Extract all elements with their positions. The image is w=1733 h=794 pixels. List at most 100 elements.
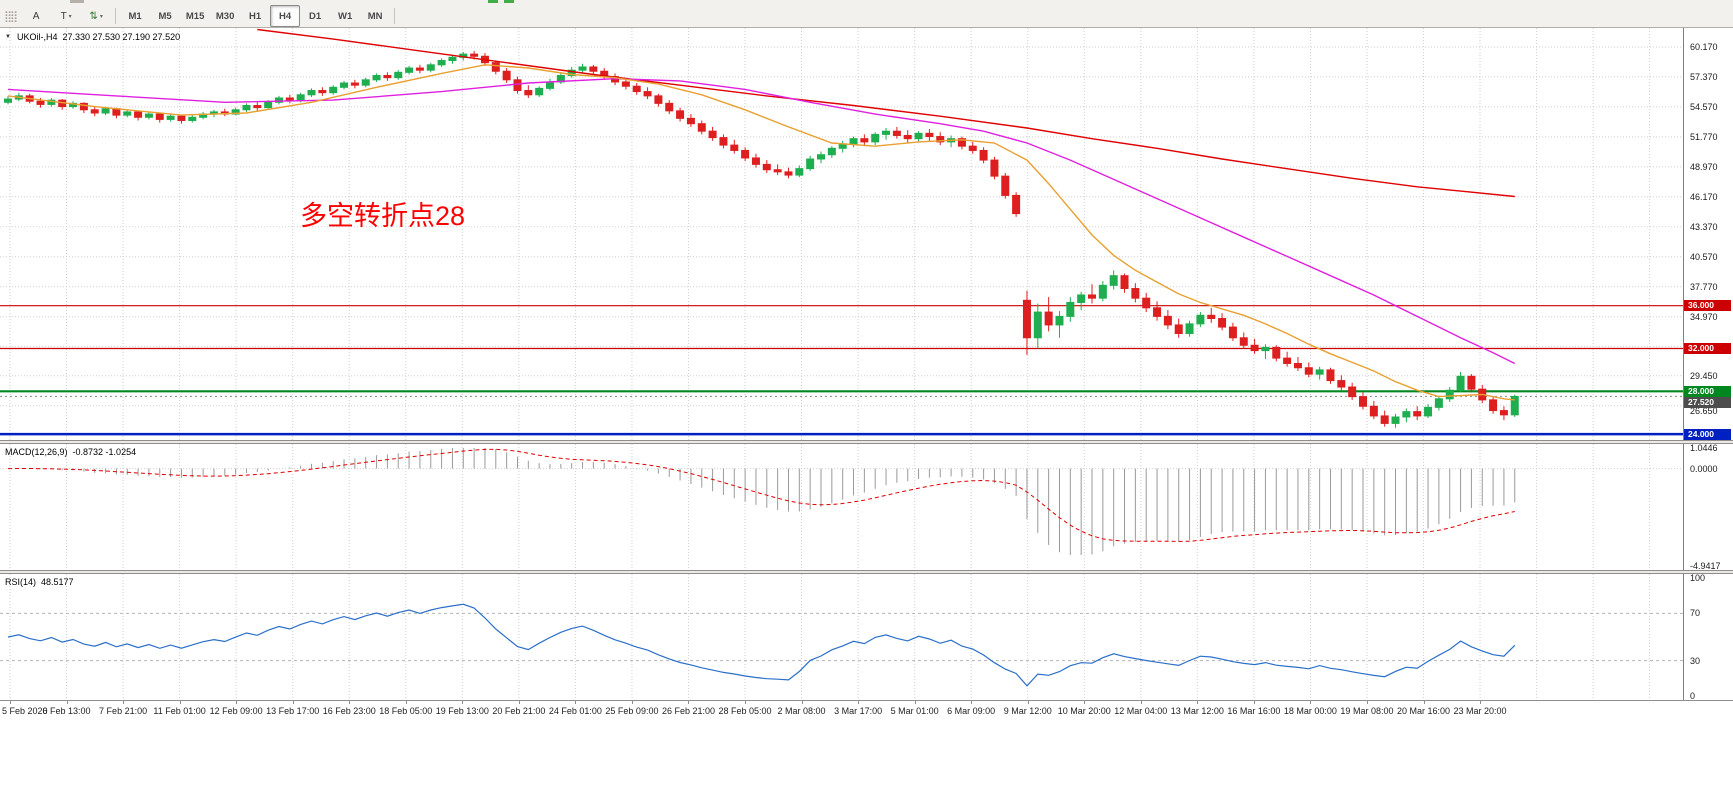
timeframe-m15[interactable]: M15 (185, 10, 205, 22)
text-label-tool[interactable]: A (21, 5, 51, 27)
time-axis-label: 7 Feb 21:00 (99, 706, 148, 716)
main-price-pane[interactable] (0, 28, 1683, 440)
pane-splitter-rsi[interactable] (0, 570, 1733, 574)
price-chart-canvas[interactable] (0, 28, 1683, 440)
rsi-axis-tick: 30 (1690, 655, 1701, 666)
time-axis-label: 5 Mar 01:00 (890, 706, 939, 716)
price-axis-tick: 48.970 (1690, 161, 1718, 172)
price-axis-tick: 37.770 (1690, 281, 1718, 292)
macd-header: MACD(12,26,9) -0.8732 -1.0254 (5, 447, 136, 457)
time-axis-label: 10 Mar 20:00 (1057, 706, 1111, 716)
time-axis-label: 26 Feb 21:00 (661, 706, 715, 716)
price-tag-36_000: 36.000 (1684, 300, 1731, 312)
price-tag-24_000: 24.000 (1684, 428, 1731, 440)
time-axis-tick (1423, 701, 1425, 704)
timeframe-h4[interactable]: H4 (270, 5, 301, 27)
time-axis-label: 5 Feb 2020 (2, 706, 48, 716)
toolbar: ⣿⣿ A T ▾ ⇅ ▾ M1 M5 M15 M30 H1 H4 D1 W1 MN (0, 0, 1733, 28)
cropped-icon-fragment (504, 0, 514, 3)
time-axis-label: 6 Mar 09:00 (947, 706, 996, 716)
timeframe-m5[interactable]: M5 (158, 10, 172, 22)
macd-axis-tick: 1.0446 (1690, 443, 1718, 453)
bottom-area (0, 719, 1733, 794)
time-axis-tick (405, 701, 407, 704)
time-axis-tick (575, 701, 577, 704)
rsi-axis-tick: 0 (1690, 691, 1696, 701)
time-axis-label: 11 Feb 01:00 (153, 706, 206, 716)
rsi-canvas[interactable] (0, 574, 1683, 700)
time-axis-tick (1253, 701, 1255, 704)
font-tool-icon: T (60, 10, 67, 22)
time-axis-label: 18 Feb 05:00 (379, 706, 433, 716)
arrow-objects-tool[interactable]: ⇅ ▾ (81, 5, 111, 27)
macd-axis-tick: -4.9417 (1690, 561, 1721, 571)
price-axis-tick: 51.770 (1690, 131, 1718, 142)
timeframe-m1[interactable]: M1 (128, 10, 142, 22)
rsi-header: RSI(14) 48.5177 (5, 577, 74, 587)
arrow-objects-tool-icon: ⇅ (89, 10, 98, 22)
time-axis-label: 19 Mar 08:00 (1340, 706, 1394, 716)
time-axis-tick (1140, 701, 1142, 704)
candles-layer (4, 50, 1519, 428)
cropped-icon-fragment (488, 0, 498, 3)
time-axis-tick (688, 701, 690, 704)
time-axis-label: 23 Mar 20:00 (1453, 706, 1507, 716)
time-axis-label: 28 Feb 05:00 (718, 706, 772, 716)
price-axis-tick: 57.370 (1690, 71, 1718, 82)
timeframe-d1[interactable]: D1 (309, 10, 322, 22)
rsi-axis-tick: 100 (1690, 573, 1706, 583)
chart-ohlc-header: ▼ UKOil-,H4 27.330 27.530 27.190 27.520 (5, 32, 180, 42)
timeframe-h1[interactable]: H1 (249, 10, 262, 22)
timeframe-mn[interactable]: MN (367, 10, 383, 22)
time-axis-tick (462, 701, 464, 704)
symbol-label: UKOil-,H4 (16, 32, 58, 42)
toolbar-drag-handle[interactable]: ⣿⣿ (4, 10, 18, 23)
price-axis-tick: 54.570 (1690, 101, 1718, 112)
rsi-axis-tick: 70 (1690, 608, 1701, 619)
macd-histogram-layer (18, 448, 1516, 556)
rsi-line (7, 603, 1516, 687)
pane-splitter-macd[interactable] (0, 440, 1733, 444)
time-axis-tick (1310, 701, 1312, 704)
time-axis-label: 2 Mar 08:00 (777, 706, 826, 716)
time-axis-tick (349, 701, 351, 704)
font-tool[interactable]: T ▾ (51, 5, 81, 27)
time-axis-label: 19 Feb 13:00 (435, 706, 489, 716)
time-axis-label: 20 Mar 16:00 (1396, 706, 1451, 716)
time-axis-tick (292, 701, 294, 704)
macd-pane[interactable] (0, 444, 1683, 570)
level-lines-layer (0, 305, 1683, 436)
collapse-icon[interactable]: ▼ (5, 34, 11, 40)
price-tag-27_520: 27.520 (1684, 397, 1731, 409)
time-axis-tick (745, 701, 747, 704)
time-axis-label: 24 Feb 01:00 (548, 706, 602, 716)
time-axis-label: 16 Mar 16:00 (1227, 706, 1281, 716)
rsi-pane[interactable] (0, 574, 1683, 700)
time-axis-tick (971, 701, 973, 704)
time-axis-label: 13 Mar 12:00 (1170, 706, 1224, 716)
macd-title: MACD(12,26,9) (5, 447, 68, 457)
macd-values: -0.8732 -1.0254 (72, 447, 137, 457)
timeframe-m30[interactable]: M30 (215, 10, 235, 22)
timeframe-w1[interactable]: W1 (338, 10, 353, 22)
cropped-icon-fragment (70, 0, 84, 3)
time-axis-label: 20 Feb 21:00 (492, 706, 546, 716)
time-axis-label: 12 Feb 09:00 (209, 706, 263, 716)
chevron-down-icon: ▾ (99, 13, 103, 20)
time-axis-tick (1027, 701, 1029, 704)
rsi-title: RSI(14) (5, 577, 37, 587)
time-axis: 5 Feb 2020 6 Feb 13:00 7 Feb 21:00 11 Feb 0… (0, 700, 1733, 719)
time-axis-tick (1084, 701, 1086, 704)
price-tag-28_000: 28.000 (1684, 385, 1731, 397)
time-axis-tick (123, 701, 125, 704)
chevron-down-icon: ▾ (68, 13, 72, 20)
toolbar-separator (115, 8, 117, 24)
macd-canvas[interactable] (0, 444, 1683, 570)
time-axis-label: 3 Mar 17:00 (834, 706, 883, 716)
time-axis-label: 25 Feb 09:00 (605, 706, 659, 716)
time-axis-tick (858, 701, 860, 704)
price-axis-tick: 29.450 (1690, 370, 1718, 381)
ma-medium-line (7, 77, 1516, 365)
time-axis-tick (1480, 701, 1482, 704)
